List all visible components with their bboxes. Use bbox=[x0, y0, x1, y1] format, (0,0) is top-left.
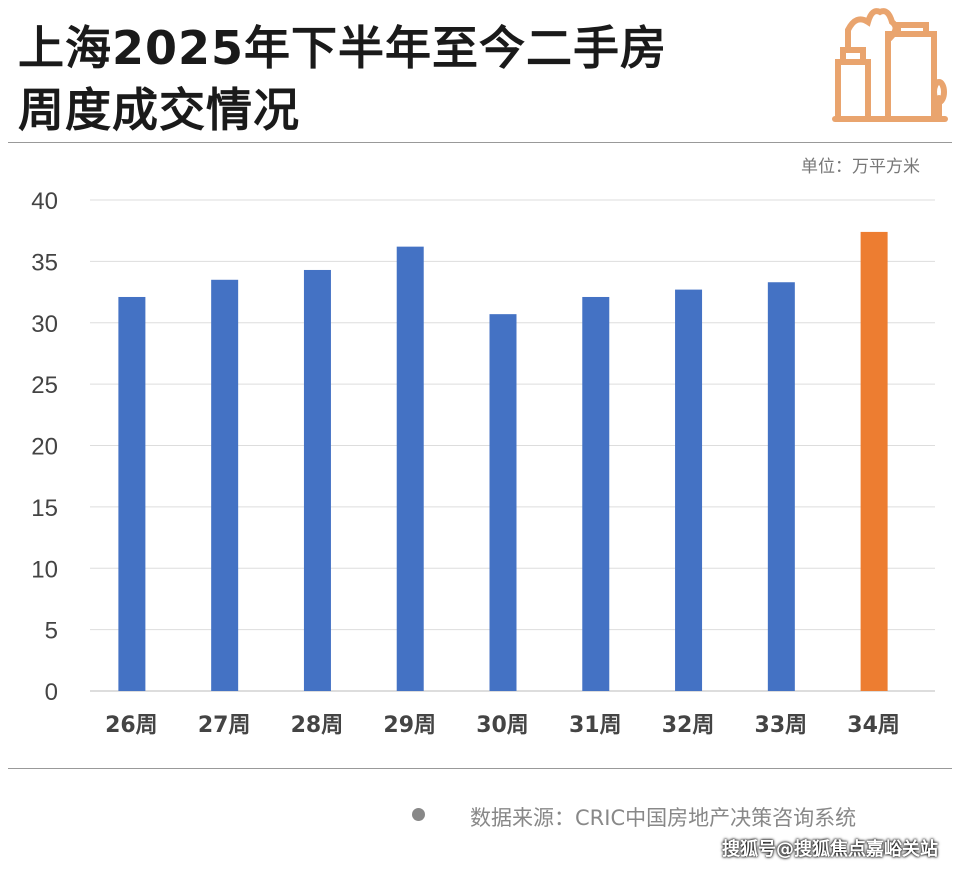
bar-26周 bbox=[118, 296, 146, 691]
bar-30周 bbox=[489, 314, 517, 691]
x-tick-label: 34周 bbox=[847, 713, 900, 738]
title-line-2: 周度成交情况 bbox=[18, 83, 300, 137]
x-tick-label: 29周 bbox=[383, 713, 436, 738]
bar-29周 bbox=[396, 246, 424, 691]
bullet-icon bbox=[412, 808, 425, 821]
x-tick-label: 32周 bbox=[662, 713, 715, 738]
bar-32周 bbox=[675, 289, 703, 691]
y-tick-label: 15 bbox=[31, 495, 58, 522]
x-tick-label: 28周 bbox=[291, 713, 344, 738]
source-note: 数据来源：CRIC中国房地产决策咨询系统 bbox=[470, 806, 857, 830]
y-tick-label: 0 bbox=[45, 679, 58, 706]
bar-27周 bbox=[211, 279, 239, 691]
y-tick-label: 30 bbox=[31, 311, 58, 338]
bar-34周 bbox=[860, 231, 888, 692]
title-line-1: 上海2025年下半年至今二手房 bbox=[18, 21, 668, 75]
bar-33周 bbox=[767, 282, 795, 691]
x-tick-label: 26周 bbox=[105, 713, 158, 738]
y-tick-label: 40 bbox=[31, 188, 58, 215]
y-tick-label: 25 bbox=[31, 372, 58, 399]
bar-31周 bbox=[582, 296, 610, 691]
x-tick-label: 27周 bbox=[198, 713, 251, 738]
watermark: 搜狐号@搜狐焦点嘉峪关站 bbox=[722, 839, 938, 860]
x-tick-label: 33周 bbox=[755, 713, 808, 738]
y-tick-label: 10 bbox=[31, 556, 58, 583]
header-divider bbox=[8, 142, 952, 143]
unit-label: 单位：万平方米 bbox=[801, 157, 920, 177]
y-tick-label: 35 bbox=[31, 249, 58, 276]
footer-divider bbox=[8, 768, 952, 769]
x-tick-label: 31周 bbox=[569, 713, 622, 738]
x-tick-label: 30周 bbox=[476, 713, 529, 738]
y-tick-label: 5 bbox=[45, 618, 58, 645]
y-tick-label: 20 bbox=[31, 434, 58, 461]
city-buildings-icon bbox=[832, 8, 948, 122]
bar-28周 bbox=[303, 269, 331, 691]
